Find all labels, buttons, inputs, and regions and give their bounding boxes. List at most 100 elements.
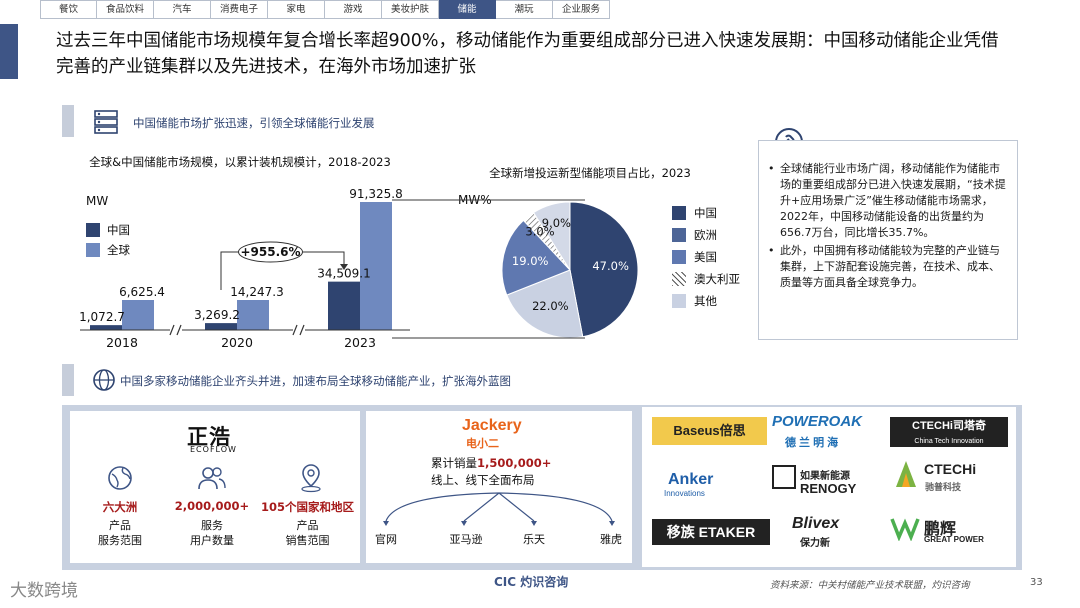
bar-china-2018: [90, 325, 122, 330]
bar-china-2023: [328, 281, 360, 330]
section1-title: 中国储能市场扩张迅速，引领全球储能行业发展: [133, 116, 375, 130]
legend-label-global: 全球: [107, 243, 130, 257]
nav-tab-6[interactable]: 美妆护肤: [382, 0, 439, 19]
axis-break-mark-1: [292, 324, 298, 336]
pie-legend-item-1: 欧洲: [672, 227, 740, 243]
x-tick-2023: 2023: [344, 335, 376, 350]
ctechi-leaf-icon: [896, 461, 916, 487]
pie-label-4: 9.0%: [542, 216, 571, 230]
nav-tab-3[interactable]: 消费电子: [211, 0, 268, 19]
brand-renogy-cn: 如果新能源: [800, 471, 850, 482]
pie-slice-2: [501, 219, 571, 296]
pie-legend-item-2: 美国: [672, 249, 740, 265]
category-tabs: 餐饮 食品饮料 汽车 消费电子 家电 游戏 美妆护肤 储能 潮玩 企业服务: [40, 0, 610, 19]
location-pin-icon: [301, 464, 321, 493]
label-china-2023: 34,509.1: [317, 267, 370, 281]
bar-china-2020: [205, 323, 237, 330]
axis-break-gap-1: [293, 325, 305, 335]
nav-tab-4[interactable]: 家电: [268, 0, 325, 19]
pie-legend-label-2: 美国: [694, 250, 717, 264]
nav-tab-9[interactable]: 企业服务: [553, 0, 610, 19]
page-number: 33: [1030, 577, 1043, 588]
footer-watermark: 大数跨境: [10, 581, 78, 601]
pie-legend-label-4: 其他: [694, 294, 717, 308]
pie-slice-0: [569, 201, 639, 338]
brand-greatpower-sub: GREAT POWER: [924, 535, 984, 544]
brand-poweroak-sub: 德 兰 明 海: [785, 437, 839, 449]
nav-tab-8[interactable]: 潮玩: [496, 0, 553, 19]
source-note: 资料来源：中关村储能产业技术联盟，灼识咨询: [770, 580, 970, 591]
footer-logo: CIC 灼识咨询: [494, 575, 569, 589]
brand-anker-sub: Innovations: [664, 489, 705, 498]
pie-slice-4: [532, 201, 571, 272]
brand-ctechi-black: CTECHi司塔奇 China Tech Innovation: [890, 417, 1008, 447]
jackery-layout: 线上、线下全面布局: [431, 473, 535, 487]
stat-countries-label: 产品 销售范围: [285, 519, 330, 547]
page-headline: 过去三年中国储能市场规模年复合增长率超900%，移动储能作为重要组成部分已进入快…: [56, 31, 999, 77]
stat-countries-value: 105个国家和地区: [260, 500, 354, 514]
legend-swatch-global: [86, 243, 100, 257]
brand-logos: Baseus倍思 POWEROAK 德 兰 明 海 CTECHi司塔奇 Chin…: [642, 407, 1016, 567]
brand-blivex: Blivex: [792, 515, 840, 532]
section1-bar: [62, 105, 74, 137]
renogy-icon: [772, 465, 796, 489]
pie-label-2: 19.0%: [512, 254, 549, 268]
label-global-2020: 14,247.3: [230, 285, 283, 299]
nav-tab-0[interactable]: 餐饮: [40, 0, 97, 19]
greatpower-icon: [890, 518, 920, 541]
section2-title: 中国多家移动储能企业齐头并进，加速布局全球移动储能产业，扩张海外蓝图: [120, 374, 511, 388]
growth-arrowhead: [340, 264, 348, 270]
stat-continents-label: 产品 服务范围: [98, 519, 142, 547]
brand-poweroak: POWEROAK: [772, 413, 862, 430]
axis-break-gap-0: [170, 325, 182, 335]
title-accent-bar: [0, 24, 18, 79]
bar-global-2023: [360, 202, 392, 330]
stat-users-label: 服务 用户数量: [190, 519, 234, 547]
channel-amazon: 亚马逊: [449, 533, 483, 546]
pie-chart-title: 全球新增投运新型储能项目占比，2023: [489, 166, 691, 180]
pie-chart: 47.0% 22.0% 19.0% 3.0%9.0%: [501, 201, 639, 339]
globe-icon: [93, 369, 115, 391]
brand-renogy: RENOGY: [800, 481, 857, 496]
jackery-sales: 累计销量1,500,000+: [431, 455, 551, 471]
stat-users-value: 2,000,000+: [174, 499, 250, 513]
axis-break-mark-0b: [176, 324, 182, 336]
brand-etaker: 移族 ETAKER: [652, 519, 770, 545]
globe-icon: [108, 466, 132, 490]
bar-global-2020: [237, 300, 269, 330]
axis-break-mark-0: [169, 324, 175, 336]
pie-legend-swatch-0: [672, 206, 686, 220]
legend-global: 全球: [86, 242, 130, 258]
nav-tab-5[interactable]: 游戏: [325, 0, 382, 19]
pie-legend-label-1: 欧洲: [694, 228, 717, 242]
stat-continents-value: 六大洲: [102, 500, 138, 514]
nav-tab-7[interactable]: 储能: [439, 0, 496, 19]
bar-chart-unit: MW: [86, 194, 109, 208]
jackery-logo: Jackery: [462, 417, 522, 434]
label-global-2023: 91,325.8: [349, 187, 402, 201]
channel-arrows: [383, 492, 615, 526]
x-tick-2018: 2018: [106, 335, 138, 350]
users-icon: [198, 467, 226, 490]
nav-tab-2[interactable]: 汽车: [154, 0, 211, 19]
pie-legend-swatch-1: [672, 228, 686, 242]
channel-official: 官网: [375, 533, 397, 546]
label-china-2020: 3,269.2: [194, 308, 240, 322]
ecoflow-logo: 正浩: [187, 425, 231, 449]
pie-legend-label-0: 中国: [694, 206, 717, 220]
pie-legend: 中国 欧洲 美国 澳大利亚 其他: [672, 205, 740, 315]
pie-label-0: 47.0%: [592, 259, 629, 273]
jackery-logo-cn: 电小二: [466, 437, 499, 450]
bar-global-2018: [122, 300, 154, 330]
nav-tab-1[interactable]: 食品饮料: [97, 0, 154, 19]
jackery-sales-value: 1,500,000+: [477, 456, 552, 470]
pie-legend-swatch-2: [672, 250, 686, 264]
ecoflow-card: 正浩 ECOFLOW 六大洲 2,000,000+ 105个国家和地区 产品 服…: [70, 411, 360, 563]
zoom-connector: [392, 199, 585, 339]
pie-legend-swatch-4: [672, 294, 686, 308]
pie-label-3: 3.0%: [525, 224, 554, 238]
jackery-card: Jackery 电小二 累计销量1,500,000+ 线上、线下全面布局 官网 …: [366, 411, 632, 563]
brand-ctechi-sub: China Tech Innovation: [914, 438, 984, 445]
x-tick-2020: 2020: [221, 335, 253, 350]
legend-china: 中国: [86, 222, 130, 238]
